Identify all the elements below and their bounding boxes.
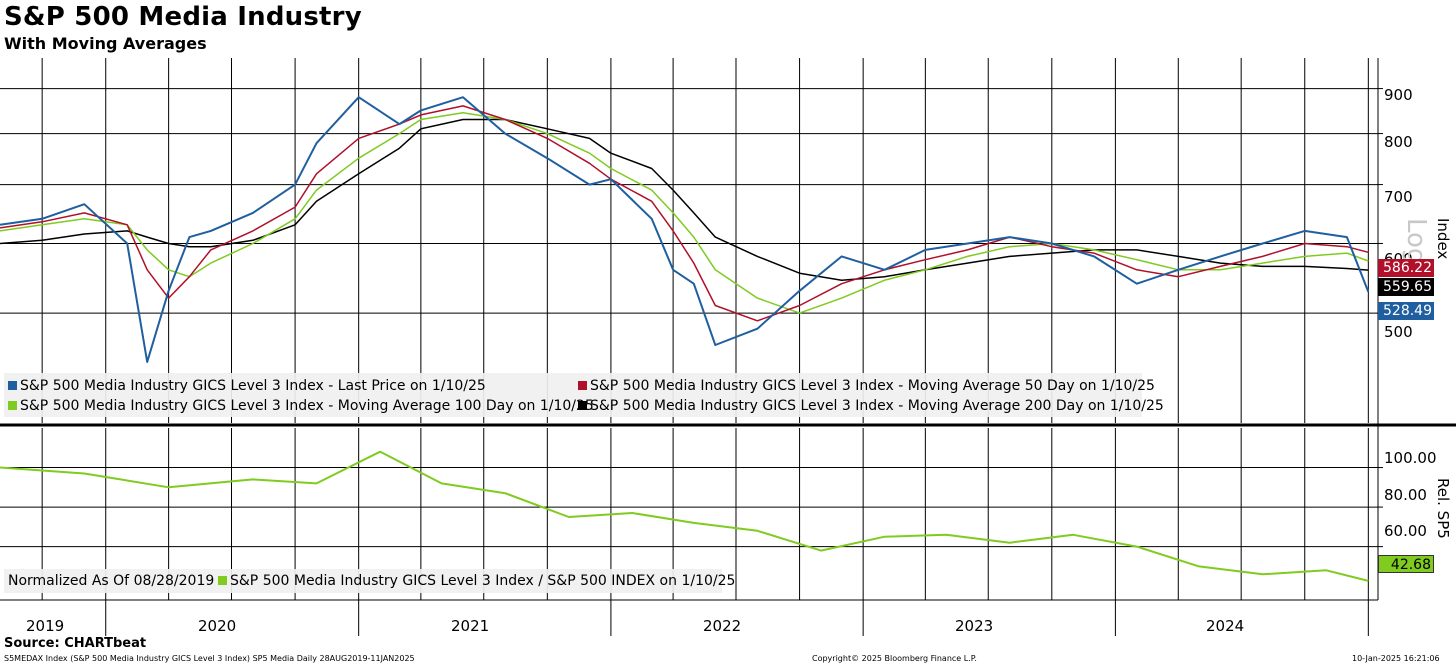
- year-label-2024: 2024: [1206, 617, 1245, 635]
- legend-swatch-green-rel: [218, 576, 227, 585]
- series-line-3: [0, 118, 1369, 281]
- footer-center: Copyright© 2025 Bloomberg Finance L.P.: [812, 654, 977, 663]
- series-line-1: [0, 105, 1369, 322]
- legend-ma100-label: S&P 500 Media Industry GICS Level 3 Inde…: [20, 398, 594, 414]
- legend-swatch-red: [578, 381, 587, 390]
- legend-ma100: S&P 500 Media Industry GICS Level 3 Inde…: [8, 396, 594, 416]
- legend-swatch-green: [8, 401, 17, 410]
- year-label-2022: 2022: [703, 617, 742, 635]
- legend-ma200-label: S&P 500 Media Industry GICS Level 3 Inde…: [590, 398, 1164, 414]
- legend-relative: S&P 500 Media Industry GICS Level 3 Inde…: [218, 571, 735, 591]
- legend-last-price-label: S&P 500 Media Industry GICS Level 3 Inde…: [20, 378, 486, 394]
- last-ma200-tag: 559.65: [1378, 278, 1434, 296]
- footer-right: 10-Jan-2025 16:21:06: [1352, 654, 1440, 663]
- legend-relative-label: S&P 500 Media Industry GICS Level 3 Inde…: [230, 573, 736, 589]
- legend-last-price: S&P 500 Media Industry GICS Level 3 Inde…: [8, 376, 486, 396]
- relative-line: [0, 450, 1369, 582]
- footer-left: S5MEDAX Index (S&P 500 Media Industry GI…: [4, 654, 415, 663]
- y-tick-500: 500: [1384, 323, 1413, 341]
- axis-title-index: Index: [1434, 218, 1452, 260]
- legend-swatch-blue: [8, 381, 17, 390]
- y-tick-700: 700: [1384, 188, 1413, 206]
- y-tick-800: 800: [1384, 133, 1413, 151]
- legend-normalized-label: Normalized As Of 08/28/2019: [8, 573, 215, 589]
- rel-tick-100: 100.00: [1384, 449, 1437, 467]
- axis-title-rel: Rel. SP5: [1434, 478, 1452, 539]
- year-label-2021: 2021: [451, 617, 490, 635]
- chart-title: S&P 500 Media Industry: [4, 2, 362, 32]
- series-line-2: [0, 111, 1369, 314]
- rel-tick-60: 60.00: [1384, 522, 1427, 540]
- year-label-2020: 2020: [198, 617, 237, 635]
- legend-ma200: S&P 500 Media Industry GICS Level 3 Inde…: [578, 396, 1164, 416]
- legend-ma50-label: S&P 500 Media Industry GICS Level 3 Inde…: [590, 378, 1155, 394]
- main-legend: S&P 500 Media Industry GICS Level 3 Inde…: [4, 373, 1164, 417]
- series-line-0: [0, 96, 1370, 363]
- year-label-2023: 2023: [955, 617, 994, 635]
- rel-tick-80: 80.00: [1384, 486, 1427, 504]
- source-label: Source: CHARTbeat: [4, 636, 147, 651]
- legend-ma50: S&P 500 Media Industry GICS Level 3 Inde…: [578, 376, 1155, 396]
- last-price-tag: 528.49: [1378, 302, 1434, 320]
- log-watermark: Log: [1401, 218, 1431, 265]
- last-ma50-tag: 586.22: [1378, 259, 1434, 277]
- year-label-2019: 2019: [26, 617, 65, 635]
- relative-legend: Normalized As Of 08/28/2019 S&P 500 Medi…: [4, 569, 735, 593]
- legend-swatch-black: [578, 401, 587, 410]
- chart-subtitle: With Moving Averages: [4, 34, 207, 53]
- legend-normalized: Normalized As Of 08/28/2019: [8, 571, 214, 591]
- last-rel-tag: 42.68: [1378, 555, 1434, 573]
- y-tick-900: 900: [1384, 86, 1413, 104]
